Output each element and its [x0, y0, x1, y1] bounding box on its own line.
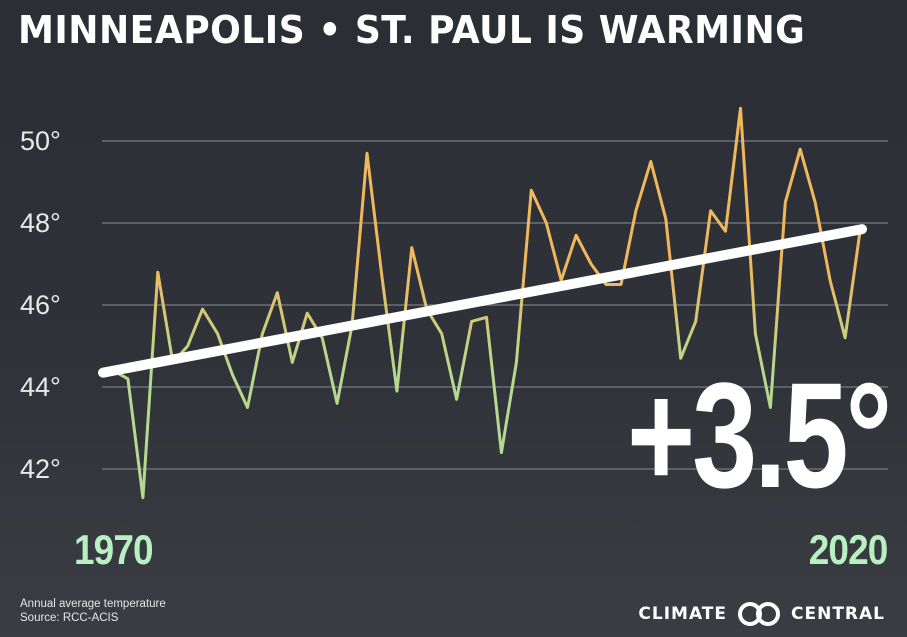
trend-line — [98, 224, 867, 378]
y-axis-ticks: 42° 44° 46° 48° 50° — [20, 126, 61, 484]
y-tick-label: 48° — [20, 208, 61, 238]
brand-word-left: CLIMATE — [638, 604, 727, 624]
y-tick-label: 44° — [20, 372, 61, 402]
chart-title: MINNEAPOLIS • ST. PAUL IS WARMING — [18, 8, 806, 52]
y-tick-label: 42° — [20, 454, 61, 484]
brand-word-right: CENTRAL — [791, 604, 885, 624]
chart-caption: Annual average temperature — [20, 598, 166, 610]
x-axis-start-label: 1970 — [74, 526, 154, 573]
climate-central-rings-icon — [738, 602, 780, 626]
temperature-change-label: +3.5° — [626, 351, 892, 519]
climate-central-logo[interactable]: CLIMATE CENTRAL — [638, 601, 885, 627]
y-tick-label: 50° — [20, 126, 61, 156]
chart-source: Source: RCC-ACIS — [20, 612, 119, 624]
x-axis-end-label: 2020 — [808, 526, 888, 573]
y-tick-label: 46° — [20, 290, 61, 320]
temperature-series-line — [111, 106, 862, 500]
